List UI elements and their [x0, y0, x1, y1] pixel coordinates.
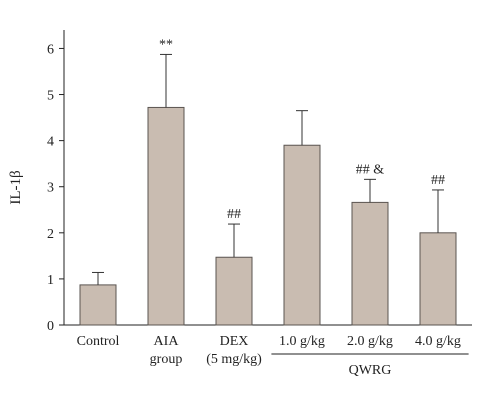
bars: ** ## ## & ##: [79, 37, 457, 326]
bar: [351, 201, 389, 326]
group-bracket: QWRG: [271, 353, 469, 378]
y-tick-label: 4: [47, 135, 54, 150]
y-tick-label: 5: [47, 89, 54, 104]
y-tick-label: 1: [47, 273, 54, 288]
y-tick-label: 3: [47, 181, 54, 196]
bar: [147, 106, 185, 326]
y-tick-label: 6: [47, 42, 54, 57]
y-axis-title: IL-1β: [8, 170, 24, 204]
y-ticks: 0 1 2 3 4 5 6: [47, 42, 64, 334]
category-label: Control: [77, 334, 120, 349]
category-label: (5 mg/kg): [206, 352, 262, 367]
category-label: 1.0 g/kg: [279, 334, 325, 349]
bar: [419, 232, 457, 326]
significance-label: ##: [431, 173, 445, 188]
bar: [79, 284, 117, 326]
category-label: group: [150, 352, 183, 367]
category-labels: Control AIA group DEX (5 mg/kg) 1.0 g/kg 2.0 g…: [77, 334, 461, 367]
category-label: 4.0 g/kg: [415, 334, 461, 349]
y-axis: 0 1 2 3 4 5 6: [47, 30, 65, 334]
significance-label: **: [159, 37, 173, 52]
category-label: AIA: [154, 334, 180, 349]
group-label: QWRG: [349, 363, 392, 378]
bar: [215, 256, 253, 326]
bar: [283, 144, 321, 326]
significance-label: ## &: [356, 162, 385, 177]
significance-label: ##: [227, 207, 241, 222]
category-label: 2.0 g/kg: [347, 334, 393, 349]
y-tick-label: 2: [47, 227, 54, 242]
category-label: DEX: [220, 334, 249, 349]
y-tick-label: 0: [47, 319, 54, 334]
